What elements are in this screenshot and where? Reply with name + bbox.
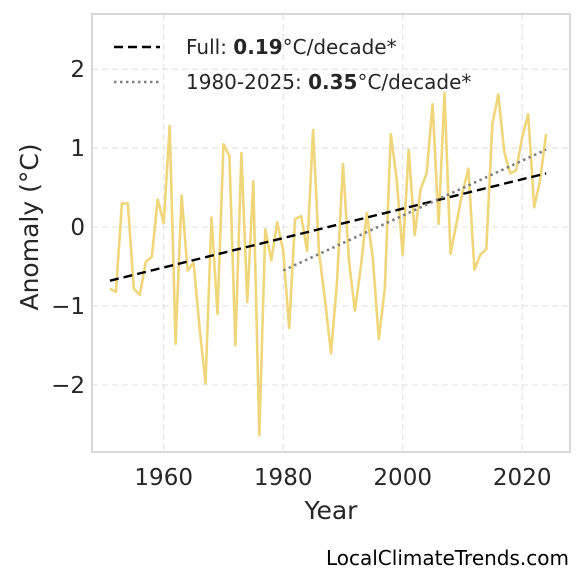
- x-tick-label: 2020: [493, 465, 552, 491]
- x-tick-label: 1980: [254, 465, 313, 491]
- legend: Full: 0.19°C/decade* 1980-2025: 0.35°C/d…: [114, 35, 471, 94]
- x-axis-ticks: 1960 1980 2000 2020: [134, 465, 551, 491]
- series-temperature-anomaly-line: [109, 91, 548, 437]
- series-layer: [109, 91, 548, 437]
- series-recent-trend-line: [282, 148, 547, 272]
- x-axis-label: Year: [304, 496, 359, 525]
- x-tick-label: 2000: [373, 465, 432, 491]
- y-tick-label: −2: [51, 373, 85, 399]
- series-full-trend-line: [109, 172, 547, 282]
- legend-entry-full-trend: Full: 0.19°C/decade*: [186, 35, 397, 59]
- y-tick-label: 2: [70, 57, 85, 83]
- y-axis-ticks: 2 1 0 −1 −2: [51, 57, 85, 399]
- y-axis-label: Anomaly (°C): [15, 143, 44, 310]
- grid: [92, 14, 570, 452]
- y-tick-label: 0: [70, 215, 85, 241]
- y-tick-label: −1: [51, 294, 85, 320]
- legend-entry-recent-trend: 1980-2025: 0.35°C/decade*: [186, 70, 471, 94]
- plot-frame: [91, 13, 571, 453]
- y-tick-label: 1: [70, 136, 85, 162]
- source-credit: LocalClimateTrends.com: [325, 546, 569, 570]
- x-tick-label: 1960: [134, 465, 193, 491]
